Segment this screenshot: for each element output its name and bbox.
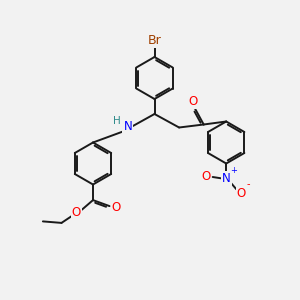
Text: O: O (189, 95, 198, 108)
Text: -: - (247, 179, 250, 190)
Text: +: + (230, 166, 237, 175)
Text: O: O (112, 201, 121, 214)
Text: O: O (201, 170, 210, 184)
Text: N: N (222, 172, 231, 185)
Text: O: O (237, 187, 246, 200)
Text: O: O (72, 206, 81, 220)
Text: H: H (113, 116, 121, 127)
Text: N: N (123, 120, 132, 133)
Text: Br: Br (148, 34, 161, 47)
